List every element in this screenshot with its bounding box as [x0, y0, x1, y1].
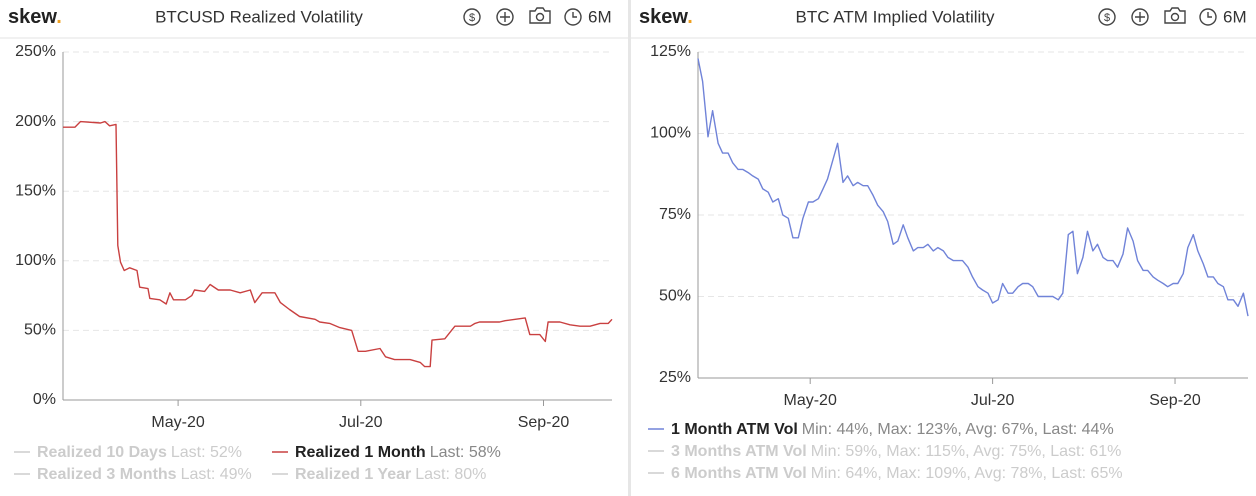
x-tick-label: May-20 [784, 392, 837, 409]
y-tick-label: 50% [659, 288, 691, 305]
legend-note: Min: 64%, Max: 109%, Avg: 78%, Last: 65% [811, 465, 1123, 482]
add-button[interactable] [1131, 8, 1149, 26]
y-tick-label: 200% [15, 113, 56, 130]
x-tick-label: Sep-20 [518, 414, 570, 431]
logo-text: skew [639, 6, 688, 28]
add-button[interactable] [496, 8, 514, 26]
chart-title: BTC ATM Implied Volatility [795, 7, 995, 26]
add-icon [1135, 12, 1145, 22]
y-tick-label: 75% [659, 206, 691, 223]
legend-name: Realized 3 Months [37, 466, 177, 483]
y-tick-label: 0% [33, 391, 56, 408]
legend-name: Realized 10 Days [37, 444, 167, 461]
legend-item[interactable]: 3 Months ATM Vol Min: 59%, Max: 115%, Avg… [671, 443, 1121, 460]
period-clock[interactable] [1199, 8, 1217, 26]
y-tick-label: 100% [650, 125, 691, 142]
legend-item[interactable]: 1 Month ATM Vol Min: 44%, Max: 123%, Avg:… [671, 421, 1114, 438]
chart-title: BTCUSD Realized Volatility [155, 7, 363, 26]
legend-note: Min: 59%, Max: 115%, Avg: 75%, Last: 61% [811, 443, 1122, 460]
logo-dot: . [687, 6, 693, 28]
legend-note: Last: 80% [415, 466, 486, 483]
x-tick-label: Jul-20 [971, 392, 1015, 409]
x-tick-label: Sep-20 [1149, 392, 1201, 409]
period-clock[interactable] [564, 8, 582, 26]
y-tick-label: 25% [659, 369, 691, 386]
legend-item[interactable]: Realized 3 Months Last: 49% [37, 466, 252, 483]
x-tick-label: May-20 [151, 414, 204, 431]
camera-lens [1170, 12, 1180, 22]
currency-icon: $ [1104, 12, 1110, 24]
logo: skew. [639, 6, 693, 28]
legend-note: Min: 44%, Max: 123%, Avg: 67%, Last: 44% [802, 421, 1114, 438]
currency-button[interactable] [1098, 8, 1116, 26]
camera-button[interactable] [1164, 7, 1186, 24]
y-tick-label: 250% [15, 43, 56, 60]
x-tick-label: Jul-20 [339, 414, 383, 431]
legend-item[interactable]: Realized 1 Month Last: 58% [295, 444, 501, 461]
chart-panel: skew. BTCUSD Realized Volatility $6M 0% 50% 1… [0, 6, 628, 483]
chart-panel: skew. BTC ATM Implied Volatility $6M 25% 50%… [631, 6, 1256, 482]
currency-icon: $ [469, 12, 475, 24]
y-tick-label: 125% [650, 43, 691, 60]
y-tick-label: 150% [15, 182, 56, 199]
camera-button[interactable] [529, 7, 551, 24]
legend-item[interactable]: Realized 10 Days Last: 52% [37, 444, 242, 461]
legend-name: 1 Month ATM Vol [671, 421, 798, 438]
legend-note: Last: 49% [181, 466, 252, 483]
legend-note: Last: 58% [430, 444, 501, 461]
currency-button[interactable] [463, 8, 481, 26]
y-tick-label: 100% [15, 252, 56, 269]
panel-divider [628, 0, 631, 496]
legend-name: Realized 1 Year [295, 466, 411, 483]
y-tick-label: 50% [24, 322, 56, 339]
legend-note: Last: 52% [171, 444, 242, 461]
series-line [697, 58, 1249, 317]
legend-item[interactable]: Realized 1 Year Last: 80% [295, 466, 486, 483]
legend-name: 3 Months ATM Vol [671, 443, 807, 460]
legend-item[interactable]: 6 Months ATM Vol Min: 64%, Max: 109%, Avg… [671, 465, 1123, 482]
logo-text: skew [8, 6, 57, 28]
legend-name: Realized 1 Month [295, 444, 426, 461]
clock-hands [1207, 12, 1212, 18]
clock-hands [572, 12, 577, 18]
legend-name: 6 Months ATM Vol [671, 465, 807, 482]
camera-lens [535, 12, 545, 22]
add-icon [500, 12, 510, 22]
series-line [63, 120, 613, 368]
logo-dot: . [56, 6, 62, 28]
logo: skew. [8, 6, 62, 28]
period-button[interactable]: 6M [1223, 7, 1247, 26]
period-button[interactable]: 6M [588, 7, 612, 26]
